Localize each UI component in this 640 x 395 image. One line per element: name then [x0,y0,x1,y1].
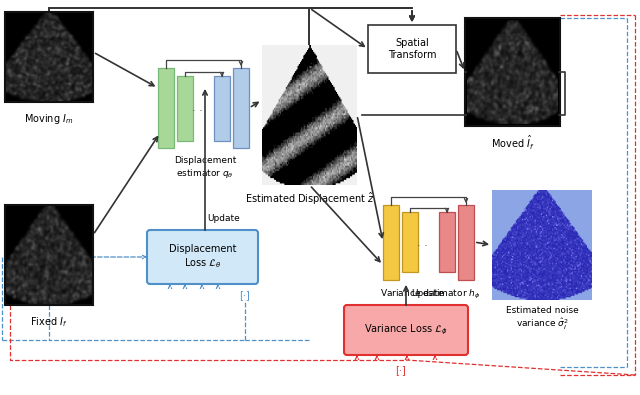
Bar [177,76,193,141]
Text: Estimated Displacement $\hat{z}$: Estimated Displacement $\hat{z}$ [244,191,374,207]
Text: Displacement
Loss $\mathcal{L}_\theta$: Displacement Loss $\mathcal{L}_\theta$ [169,244,236,270]
Text: Moved $\hat{I}_f$: Moved $\hat{I}_f$ [491,134,534,152]
FancyBboxPatch shape [344,305,468,355]
Text: Update: Update [207,214,240,223]
Text: Moving $I_m$: Moving $I_m$ [24,112,74,126]
Text: [·]: [·] [239,290,250,300]
FancyBboxPatch shape [147,230,258,284]
Text: [·]: [·] [396,365,406,375]
Bar [5,205,93,305]
Bar [233,68,249,148]
Bar [214,76,230,141]
Bar [465,18,560,126]
Text: Update: Update [411,289,444,298]
Text: Variance Loss $\mathcal{L}_\phi$: Variance Loss $\mathcal{L}_\phi$ [364,323,448,337]
Text: Variance estimator $h_\phi$: Variance estimator $h_\phi$ [380,288,480,301]
Text: Spatial
Transform: Spatial Transform [388,38,436,60]
Bar [458,205,474,280]
Bar [402,212,418,272]
Text: . .: . . [191,103,202,113]
Text: . .: . . [417,238,428,248]
Bar [158,68,174,148]
Text: Displacement
estimator $q_\theta$: Displacement estimator $q_\theta$ [174,156,236,180]
Text: Fixed $I_f$: Fixed $I_f$ [30,315,68,329]
Bar [368,25,456,73]
Bar [5,12,93,102]
Text: Estimated noise
variance $\hat{\sigma}_I^2$: Estimated noise variance $\hat{\sigma}_I… [506,306,579,332]
Bar [383,205,399,280]
Bar [439,212,455,272]
